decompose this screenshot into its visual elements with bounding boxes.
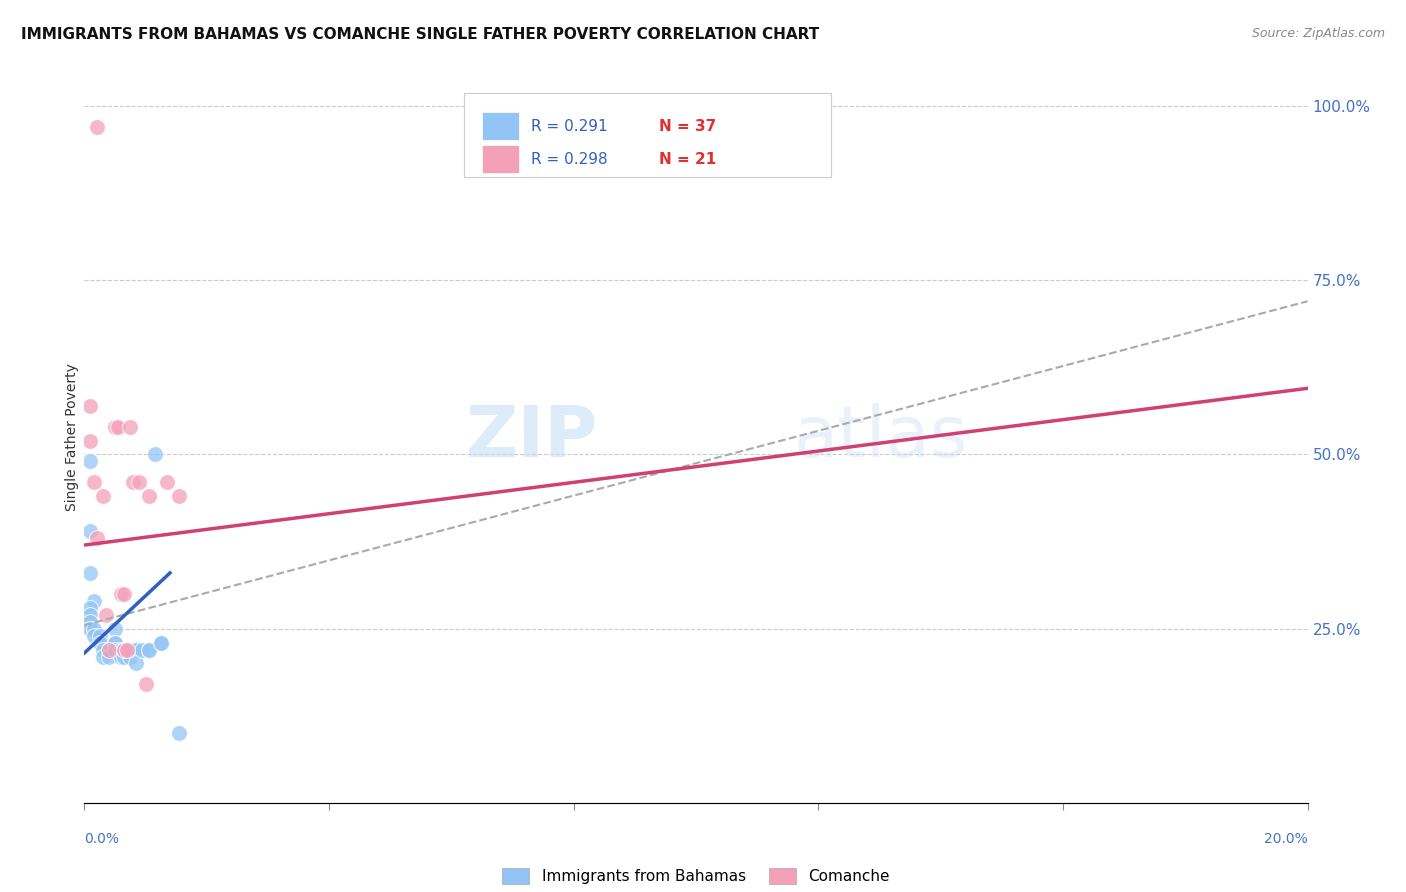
Point xyxy=(83,622,105,636)
Point xyxy=(79,434,101,448)
FancyBboxPatch shape xyxy=(464,94,831,178)
Point xyxy=(110,642,132,657)
Point xyxy=(83,475,105,490)
Point xyxy=(110,587,132,601)
FancyBboxPatch shape xyxy=(482,145,519,173)
Point xyxy=(125,642,148,657)
Point xyxy=(91,649,114,664)
Text: N = 21: N = 21 xyxy=(659,152,717,167)
Point xyxy=(97,642,120,657)
Text: R = 0.298: R = 0.298 xyxy=(531,152,607,167)
Point xyxy=(107,419,129,434)
Text: 20.0%: 20.0% xyxy=(1264,832,1308,846)
Text: 0.0%: 0.0% xyxy=(84,832,120,846)
Point xyxy=(149,635,172,649)
Point xyxy=(120,649,142,664)
Point xyxy=(89,635,111,649)
Text: Source: ZipAtlas.com: Source: ZipAtlas.com xyxy=(1251,27,1385,40)
Point xyxy=(156,475,179,490)
Point xyxy=(91,489,114,503)
Text: IMMIGRANTS FROM BAHAMAS VS COMANCHE SINGLE FATHER POVERTY CORRELATION CHART: IMMIGRANTS FROM BAHAMAS VS COMANCHE SING… xyxy=(21,27,820,42)
Point xyxy=(104,622,127,636)
FancyBboxPatch shape xyxy=(482,112,519,140)
Point xyxy=(83,629,105,643)
Point xyxy=(112,649,135,664)
Point xyxy=(104,635,127,649)
Y-axis label: Single Father Poverty: Single Father Poverty xyxy=(65,363,79,511)
Point xyxy=(110,649,132,664)
Point xyxy=(86,120,108,134)
Point xyxy=(138,489,160,503)
Point xyxy=(112,642,135,657)
Point xyxy=(86,531,108,545)
Point xyxy=(128,475,150,490)
Point xyxy=(79,607,101,622)
Text: R = 0.291: R = 0.291 xyxy=(531,119,607,134)
Point xyxy=(79,615,101,629)
Point xyxy=(104,635,127,649)
Point xyxy=(97,649,120,664)
Point xyxy=(149,635,172,649)
Point xyxy=(79,454,101,468)
Point xyxy=(131,642,153,657)
Legend: Immigrants from Bahamas, Comanche: Immigrants from Bahamas, Comanche xyxy=(496,862,896,890)
Point xyxy=(104,642,127,657)
Point xyxy=(89,629,111,643)
Point xyxy=(79,566,101,580)
Point xyxy=(167,726,190,740)
Point xyxy=(91,642,114,657)
Text: atlas: atlas xyxy=(794,402,969,472)
Point xyxy=(97,642,120,657)
Point xyxy=(94,607,117,622)
Point xyxy=(138,642,160,657)
Point xyxy=(143,448,166,462)
Point xyxy=(167,489,190,503)
Point xyxy=(115,642,138,657)
Point xyxy=(79,600,101,615)
Point xyxy=(112,642,135,657)
Point xyxy=(112,642,135,657)
Point xyxy=(79,399,101,413)
Text: ZIP: ZIP xyxy=(465,402,598,472)
Point xyxy=(79,524,101,538)
Text: N = 37: N = 37 xyxy=(659,119,717,134)
Point xyxy=(112,587,135,601)
Point xyxy=(104,419,127,434)
Point xyxy=(79,622,101,636)
Point xyxy=(135,677,157,691)
Point xyxy=(120,642,142,657)
Point xyxy=(125,642,148,657)
Point xyxy=(83,594,105,608)
Point xyxy=(120,419,142,434)
Point xyxy=(125,657,148,671)
Point xyxy=(138,642,160,657)
Point xyxy=(122,475,145,490)
